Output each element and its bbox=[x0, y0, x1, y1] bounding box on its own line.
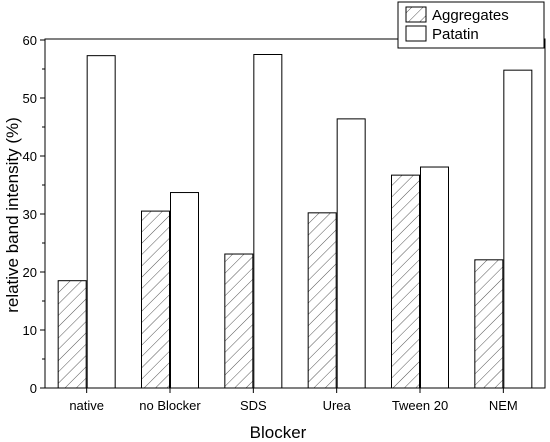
bar-patatin-nem bbox=[503, 69, 533, 389]
bar-patatin-urea bbox=[336, 118, 366, 389]
legend-label-aggregates: Aggregates bbox=[432, 7, 509, 24]
y-tick-label: 30 bbox=[23, 207, 37, 222]
x-tick-label: native bbox=[69, 398, 104, 413]
x-tick-label: NEM bbox=[489, 398, 518, 413]
legend-label-patatin: Patatin bbox=[432, 26, 479, 43]
plot-frame bbox=[44, 38, 546, 389]
bar-patatin-tween-20 bbox=[420, 166, 449, 389]
bar-aggregates-native bbox=[57, 280, 87, 389]
bar-aggregates-urea bbox=[307, 212, 337, 389]
y-tick-label: 10 bbox=[23, 323, 37, 338]
bar-patatin-native bbox=[86, 55, 116, 389]
y-tick-label: 60 bbox=[23, 33, 37, 48]
y-tick-label: 40 bbox=[23, 149, 37, 164]
bar-patatin-sds bbox=[253, 54, 283, 389]
bar-aggregates-no-blocker bbox=[141, 210, 170, 389]
bar-patatin-no-blocker bbox=[170, 192, 199, 389]
axes-layer: 0 10 20 30 40 50 60 native no Blocker SDS Urea Twee… bbox=[23, 33, 546, 413]
x-axis-title: Blocker bbox=[250, 423, 307, 442]
y-axis-title: relative band intensity (%) bbox=[3, 117, 22, 313]
bars-layer bbox=[57, 54, 533, 389]
legend-swatch-aggregates bbox=[405, 6, 427, 23]
x-tick-label: SDS bbox=[240, 398, 267, 413]
legend-swatch-patatin bbox=[405, 25, 427, 42]
y-tick-label: 50 bbox=[23, 91, 37, 106]
legend: Aggregates Patatin bbox=[397, 1, 545, 49]
y-tick-label: 20 bbox=[23, 265, 37, 280]
x-tick-label: Urea bbox=[323, 398, 352, 413]
bar-aggregates-sds bbox=[224, 253, 254, 389]
bar-aggregates-tween-20 bbox=[391, 174, 420, 389]
bar-aggregates-nem bbox=[474, 259, 504, 389]
x-tick-label: Tween 20 bbox=[392, 398, 448, 413]
x-tick-label: no Blocker bbox=[139, 398, 201, 413]
y-tick-label: 0 bbox=[30, 381, 37, 396]
